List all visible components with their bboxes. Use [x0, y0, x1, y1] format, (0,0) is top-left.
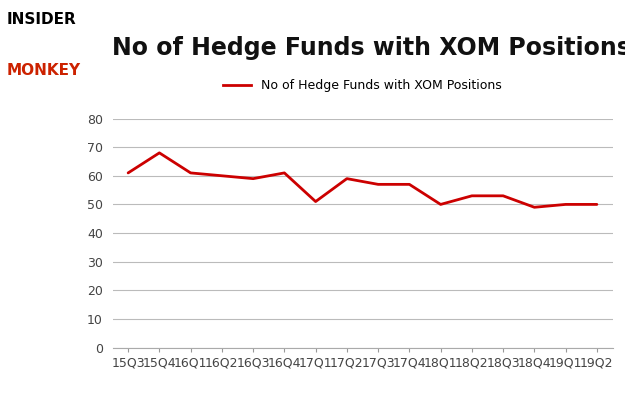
Text: MONKEY: MONKEY: [6, 63, 81, 78]
Text: INSIDER: INSIDER: [6, 12, 76, 27]
Legend: No of Hedge Funds with XOM Positions: No of Hedge Funds with XOM Positions: [218, 74, 507, 97]
Text: No of Hedge Funds with XOM Positions: No of Hedge Funds with XOM Positions: [112, 36, 625, 60]
